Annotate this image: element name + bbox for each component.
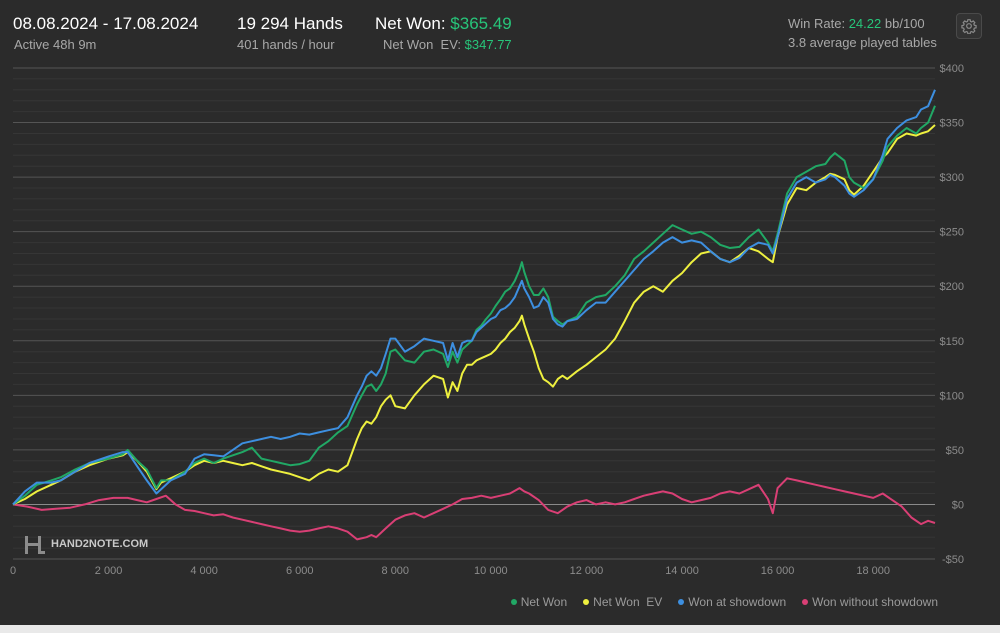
legend-item-won-at-showdown[interactable]: Won at showdown xyxy=(678,595,786,609)
legend-dot-won-without-showdown xyxy=(802,599,809,605)
win-rate-unit: bb/100 xyxy=(884,16,925,31)
y-tick-label: $150 xyxy=(940,336,964,348)
legend-label-won-without-showdown: Won without showdown xyxy=(812,595,938,609)
legend-item-net-won[interactable]: Net Won xyxy=(510,595,568,609)
legend-dot-won-at-showdown xyxy=(678,599,685,605)
x-tick-label: 16 000 xyxy=(761,565,795,577)
x-tick-label: 8 000 xyxy=(382,565,410,577)
y-tick-label: $300 xyxy=(940,172,964,184)
won-without-showdown-line xyxy=(12,477,936,541)
y-tick-label: $50 xyxy=(946,445,964,457)
date-range: 08.08.2024 - 17.08.2024 xyxy=(13,14,199,33)
gear-icon xyxy=(961,19,977,34)
net-won-ev-summary: Net Won EV: $347.77 xyxy=(383,37,512,52)
watermark-text: HAND2NOTE.COM xyxy=(51,538,148,550)
y-tick-label: $200 xyxy=(940,281,964,293)
y-tick-label: $400 xyxy=(940,63,964,75)
legend-dot-net-won xyxy=(510,599,517,605)
hands-per-hour: 401 hands / hour xyxy=(237,37,335,52)
x-tick-label: 10 000 xyxy=(474,565,508,577)
hand2note-logo-icon xyxy=(25,536,45,554)
average-tables: 3.8 average played tables xyxy=(788,35,937,50)
active-time: Active 48h 9m xyxy=(14,37,97,52)
x-axis-labels: 0 2 000 4 000 6 000 8 000 10 000 12 000 14 000 1… xyxy=(10,565,890,577)
y-tick-label: $250 xyxy=(940,227,964,239)
net-won-line xyxy=(12,105,936,506)
chart-legend: Net Won Net Won EV Won at showdown Won w… xyxy=(510,595,938,609)
x-tick-label: 6 000 xyxy=(286,565,314,577)
net-won-ev-label: Net Won EV: xyxy=(383,37,462,52)
hand2note-watermark: HAND2NOTE.COM xyxy=(25,536,148,554)
x-tick-label: 4 000 xyxy=(190,565,218,577)
legend-label-net-won-ev: Net Won EV xyxy=(593,595,663,609)
x-tick-label: 2 000 xyxy=(95,565,123,577)
y-axis-labels: -$50 $0 $50 $100 $150 $200 $250 $300 $350 $400 xyxy=(940,63,964,566)
y-tick-label: $350 xyxy=(940,118,964,130)
x-tick-label: 12 000 xyxy=(570,565,604,577)
net-won-summary: Net Won: $365.49 xyxy=(375,14,512,34)
grid xyxy=(13,67,935,560)
bottom-strip xyxy=(0,625,1000,633)
won-at-showdown-line xyxy=(12,89,936,506)
y-tick-label: $0 xyxy=(952,499,964,511)
y-tick-label: -$50 xyxy=(942,554,964,566)
legend-item-won-without-showdown[interactable]: Won without showdown xyxy=(802,595,938,609)
win-rate: Win Rate: 24.22 bb/100 xyxy=(788,16,925,31)
legend-dot-net-won-ev xyxy=(583,599,590,605)
x-tick-label: 0 xyxy=(10,565,16,577)
legend-label-won-at-showdown: Won at showdown xyxy=(688,595,787,609)
y-tick-label: $100 xyxy=(940,390,964,402)
win-rate-value: 24.22 xyxy=(848,16,882,31)
net-won-ev-value: $347.77 xyxy=(464,37,512,52)
legend-label-net-won: Net Won xyxy=(520,595,568,609)
settings-button[interactable] xyxy=(956,13,982,39)
net-won-label: Net Won: xyxy=(375,14,446,33)
net-won-value: $365.49 xyxy=(450,14,512,33)
x-tick-label: 18 000 xyxy=(856,565,890,577)
legend-item-net-won-ev[interactable]: Net Won EV xyxy=(583,595,662,609)
win-rate-label: Win Rate: xyxy=(788,16,846,31)
series-lines xyxy=(12,89,936,541)
hands-count: 19 294 Hands xyxy=(237,14,343,33)
x-tick-label: 14 000 xyxy=(665,565,699,577)
